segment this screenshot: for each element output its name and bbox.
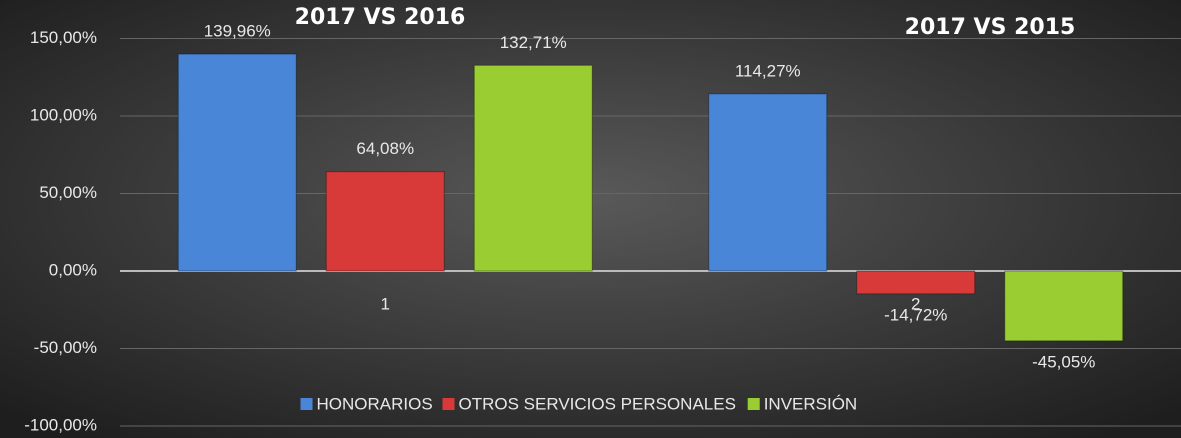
annotation: 2017 VS 2016 bbox=[295, 5, 466, 30]
y-tick-label: -100,00% bbox=[24, 415, 97, 434]
y-tick-label: 50,00% bbox=[39, 183, 97, 202]
annotation: 2017 VS 2015 bbox=[905, 15, 1076, 40]
y-tick-label: 150,00% bbox=[30, 28, 97, 47]
legend-label: OTROS SERVICIOS PERSONALES bbox=[459, 394, 736, 413]
bar bbox=[856, 270, 976, 295]
value-label: 114,27% bbox=[735, 61, 801, 80]
bar bbox=[325, 171, 445, 272]
bar bbox=[1004, 270, 1124, 342]
value-label: -45,05% bbox=[1032, 352, 1095, 371]
legend-label: INVERSIÓN bbox=[764, 394, 858, 413]
legend-label: HONORARIOS bbox=[317, 394, 433, 413]
value-label: -14,72% bbox=[884, 305, 947, 324]
y-tick-label: -50,00% bbox=[34, 338, 97, 357]
value-label: 64,08% bbox=[356, 139, 414, 158]
x-tick-label: 2 bbox=[911, 294, 920, 313]
legend-swatch bbox=[300, 398, 313, 410]
legend-swatch bbox=[442, 398, 455, 410]
bar bbox=[473, 64, 593, 272]
bar bbox=[708, 93, 828, 272]
x-tick-label: 1 bbox=[381, 294, 390, 313]
y-tick-label: 100,00% bbox=[30, 105, 97, 124]
value-label: 132,71% bbox=[500, 33, 567, 52]
y-tick-label: 0,00% bbox=[49, 260, 97, 279]
legend-swatch bbox=[747, 398, 760, 410]
value-label: 139,96% bbox=[204, 22, 271, 41]
bar bbox=[177, 53, 297, 272]
